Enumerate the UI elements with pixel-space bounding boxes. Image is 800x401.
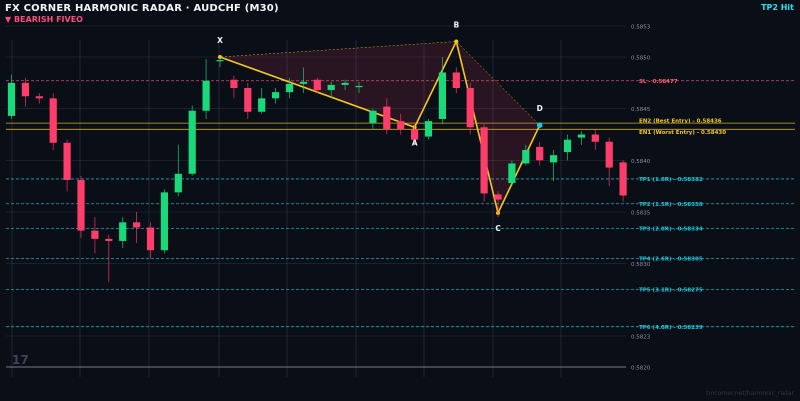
candle-body: [424, 121, 433, 137]
level-label-tp: TP1 (1.0R) - 0.58382: [639, 177, 703, 183]
y-tick-label: 0.5830: [631, 262, 651, 268]
candlesticks: [7, 57, 627, 283]
status-badge: TP2 Hit: [761, 3, 794, 12]
candle-body: [550, 155, 558, 163]
y-tick-label: 0.5823: [631, 335, 651, 341]
y-tick-label: 0.5853: [631, 25, 651, 31]
candle-body: [327, 84, 335, 91]
candle-body: [285, 83, 294, 93]
candle-body: [397, 121, 405, 130]
pattern-label-c: C: [495, 224, 501, 233]
candle-body: [480, 127, 488, 194]
pattern-point-b: [454, 39, 459, 44]
candle-body: [77, 179, 85, 231]
candle-body: [577, 134, 585, 138]
chart-title: FX CORNER HARMONIC RADAR · AUDCHF (M30): [5, 3, 279, 14]
candle-body: [452, 72, 460, 89]
y-tick-label: 0.5840: [631, 159, 651, 165]
pattern-label-x: X: [217, 36, 223, 45]
candle-body: [49, 98, 57, 143]
grid: [6, 25, 626, 377]
candle-body: [216, 60, 224, 62]
candle-body: [619, 162, 627, 196]
candle-body: [299, 81, 307, 84]
candle-body: [202, 80, 210, 111]
y-tick-label: 0.5835: [631, 211, 651, 217]
pattern-label-a: A: [412, 138, 418, 147]
candle-body: [160, 192, 168, 251]
footer-url: tmcorner.net/harmonic_radar: [706, 390, 794, 397]
candle-body: [188, 110, 196, 174]
candle-body: [313, 79, 321, 91]
candle-body: [563, 139, 572, 153]
y-tick-label: 0.5820: [631, 366, 651, 372]
level-label-tp: TP4 (2.6R) - 0.58305: [639, 257, 703, 263]
candle-body: [438, 72, 446, 120]
level-label-sl: SL - 0.58477: [639, 79, 678, 85]
y-tick-label: 0.5850: [631, 56, 651, 62]
candle-body: [258, 98, 266, 112]
candle-body: [146, 227, 155, 251]
candle-body: [63, 142, 71, 180]
candle-body: [508, 163, 516, 184]
candle-body: [21, 82, 29, 97]
candle-body: [174, 173, 182, 193]
candle-body: [7, 82, 16, 116]
candle-body: [341, 82, 349, 85]
price-axis: 0.5853 0.5850 0.5845 0.5840 0.5835 0.5830 0.58…: [631, 25, 651, 372]
candle-body: [605, 141, 613, 168]
pattern-label-d: D: [537, 104, 543, 113]
pattern-point-d: [536, 122, 543, 129]
candle-body: [591, 134, 599, 142]
candle-body: [230, 79, 238, 89]
level-label-entry: EN2 (Best Entry) - 0.58436: [639, 119, 722, 125]
candle-body: [244, 88, 252, 112]
level-labels: SL - 0.58477 EN2 (Best Entry) - 0.58436 EN…: [639, 79, 726, 331]
candle-body: [536, 146, 544, 161]
candle-body: [272, 92, 280, 99]
candle-body: [105, 238, 113, 241]
candle-body: [355, 85, 363, 88]
level-label-tp: TP2 (1.5R) - 0.58358: [639, 202, 703, 208]
candle-body: [91, 230, 99, 239]
pattern-point-labels: X A B C D: [217, 21, 543, 234]
y-tick-label: 0.5845: [631, 107, 651, 113]
candle-body: [369, 110, 377, 124]
watermark: 17: [12, 353, 29, 367]
pattern-direction: ▼ BEARISH FIVEO: [5, 15, 83, 24]
candle-body: [411, 129, 419, 140]
candle-body: [522, 150, 530, 164]
candle-body: [119, 222, 127, 241]
level-label-tp: TP3 (2.0R) - 0.58334: [639, 227, 703, 233]
pattern-label-b: B: [453, 21, 459, 30]
candle-body: [466, 88, 474, 128]
level-label-entry: EN1 (Worst Entry) - 0.58430: [639, 130, 726, 136]
candle-body: [494, 194, 502, 200]
level-label-tp: TP6 (4.0R) - 0.58239: [639, 325, 703, 331]
pattern-triangle-xab: [219, 41, 457, 128]
candle-body: [133, 222, 141, 228]
candle-body: [35, 96, 43, 99]
level-label-tp: TP5 (3.1R) - 0.58275: [639, 288, 703, 294]
harmonic-pattern: [218, 39, 543, 216]
candle-body: [383, 106, 391, 130]
